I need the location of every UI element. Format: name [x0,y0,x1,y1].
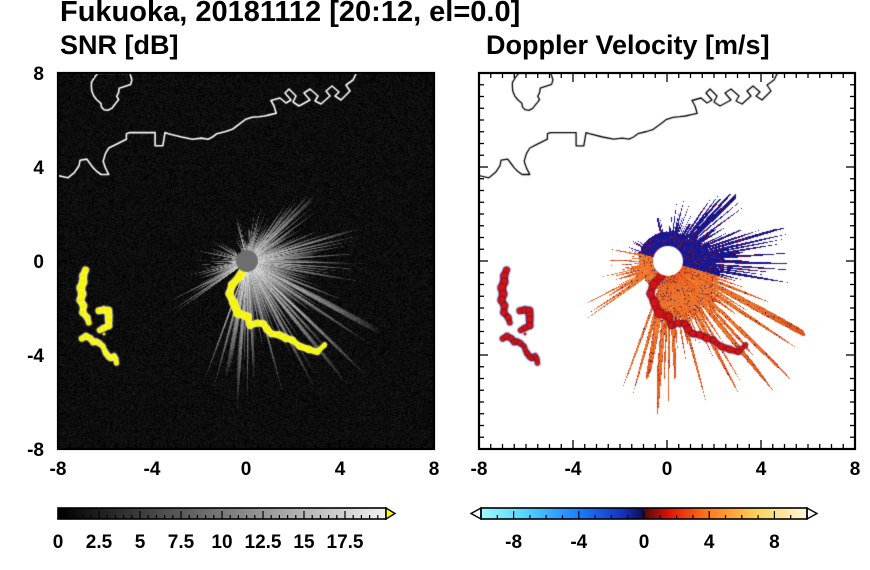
svg-text:4: 4 [335,459,346,480]
svg-text:0: 0 [33,252,44,273]
svg-text:8: 8 [769,532,780,553]
svg-text:0: 0 [241,459,252,480]
svg-text:12.5: 12.5 [245,532,282,553]
svg-text:15: 15 [293,532,315,553]
svg-text:-4: -4 [565,459,582,480]
svg-text:-4: -4 [570,532,587,553]
svg-text:7.5: 7.5 [168,532,195,553]
svg-text:2.5: 2.5 [86,532,113,553]
svg-text:0: 0 [639,532,650,553]
svg-text:0: 0 [53,532,64,553]
svg-text:8: 8 [33,64,44,85]
svg-text:4: 4 [704,532,715,553]
svg-text:5: 5 [135,532,146,553]
svg-text:8: 8 [429,459,440,480]
svg-text:10: 10 [211,532,232,553]
svg-text:-4: -4 [144,459,161,480]
svg-text:-4: -4 [27,346,44,367]
svg-text:0: 0 [662,459,673,480]
svg-text:-8: -8 [505,532,522,553]
svg-text:-8: -8 [50,459,67,480]
svg-text:8: 8 [850,459,861,480]
svg-text:17.5: 17.5 [327,532,364,553]
svg-text:-8: -8 [471,459,488,480]
svg-text:4: 4 [33,158,44,179]
svg-text:4: 4 [756,459,767,480]
svg-text:-8: -8 [27,440,44,461]
